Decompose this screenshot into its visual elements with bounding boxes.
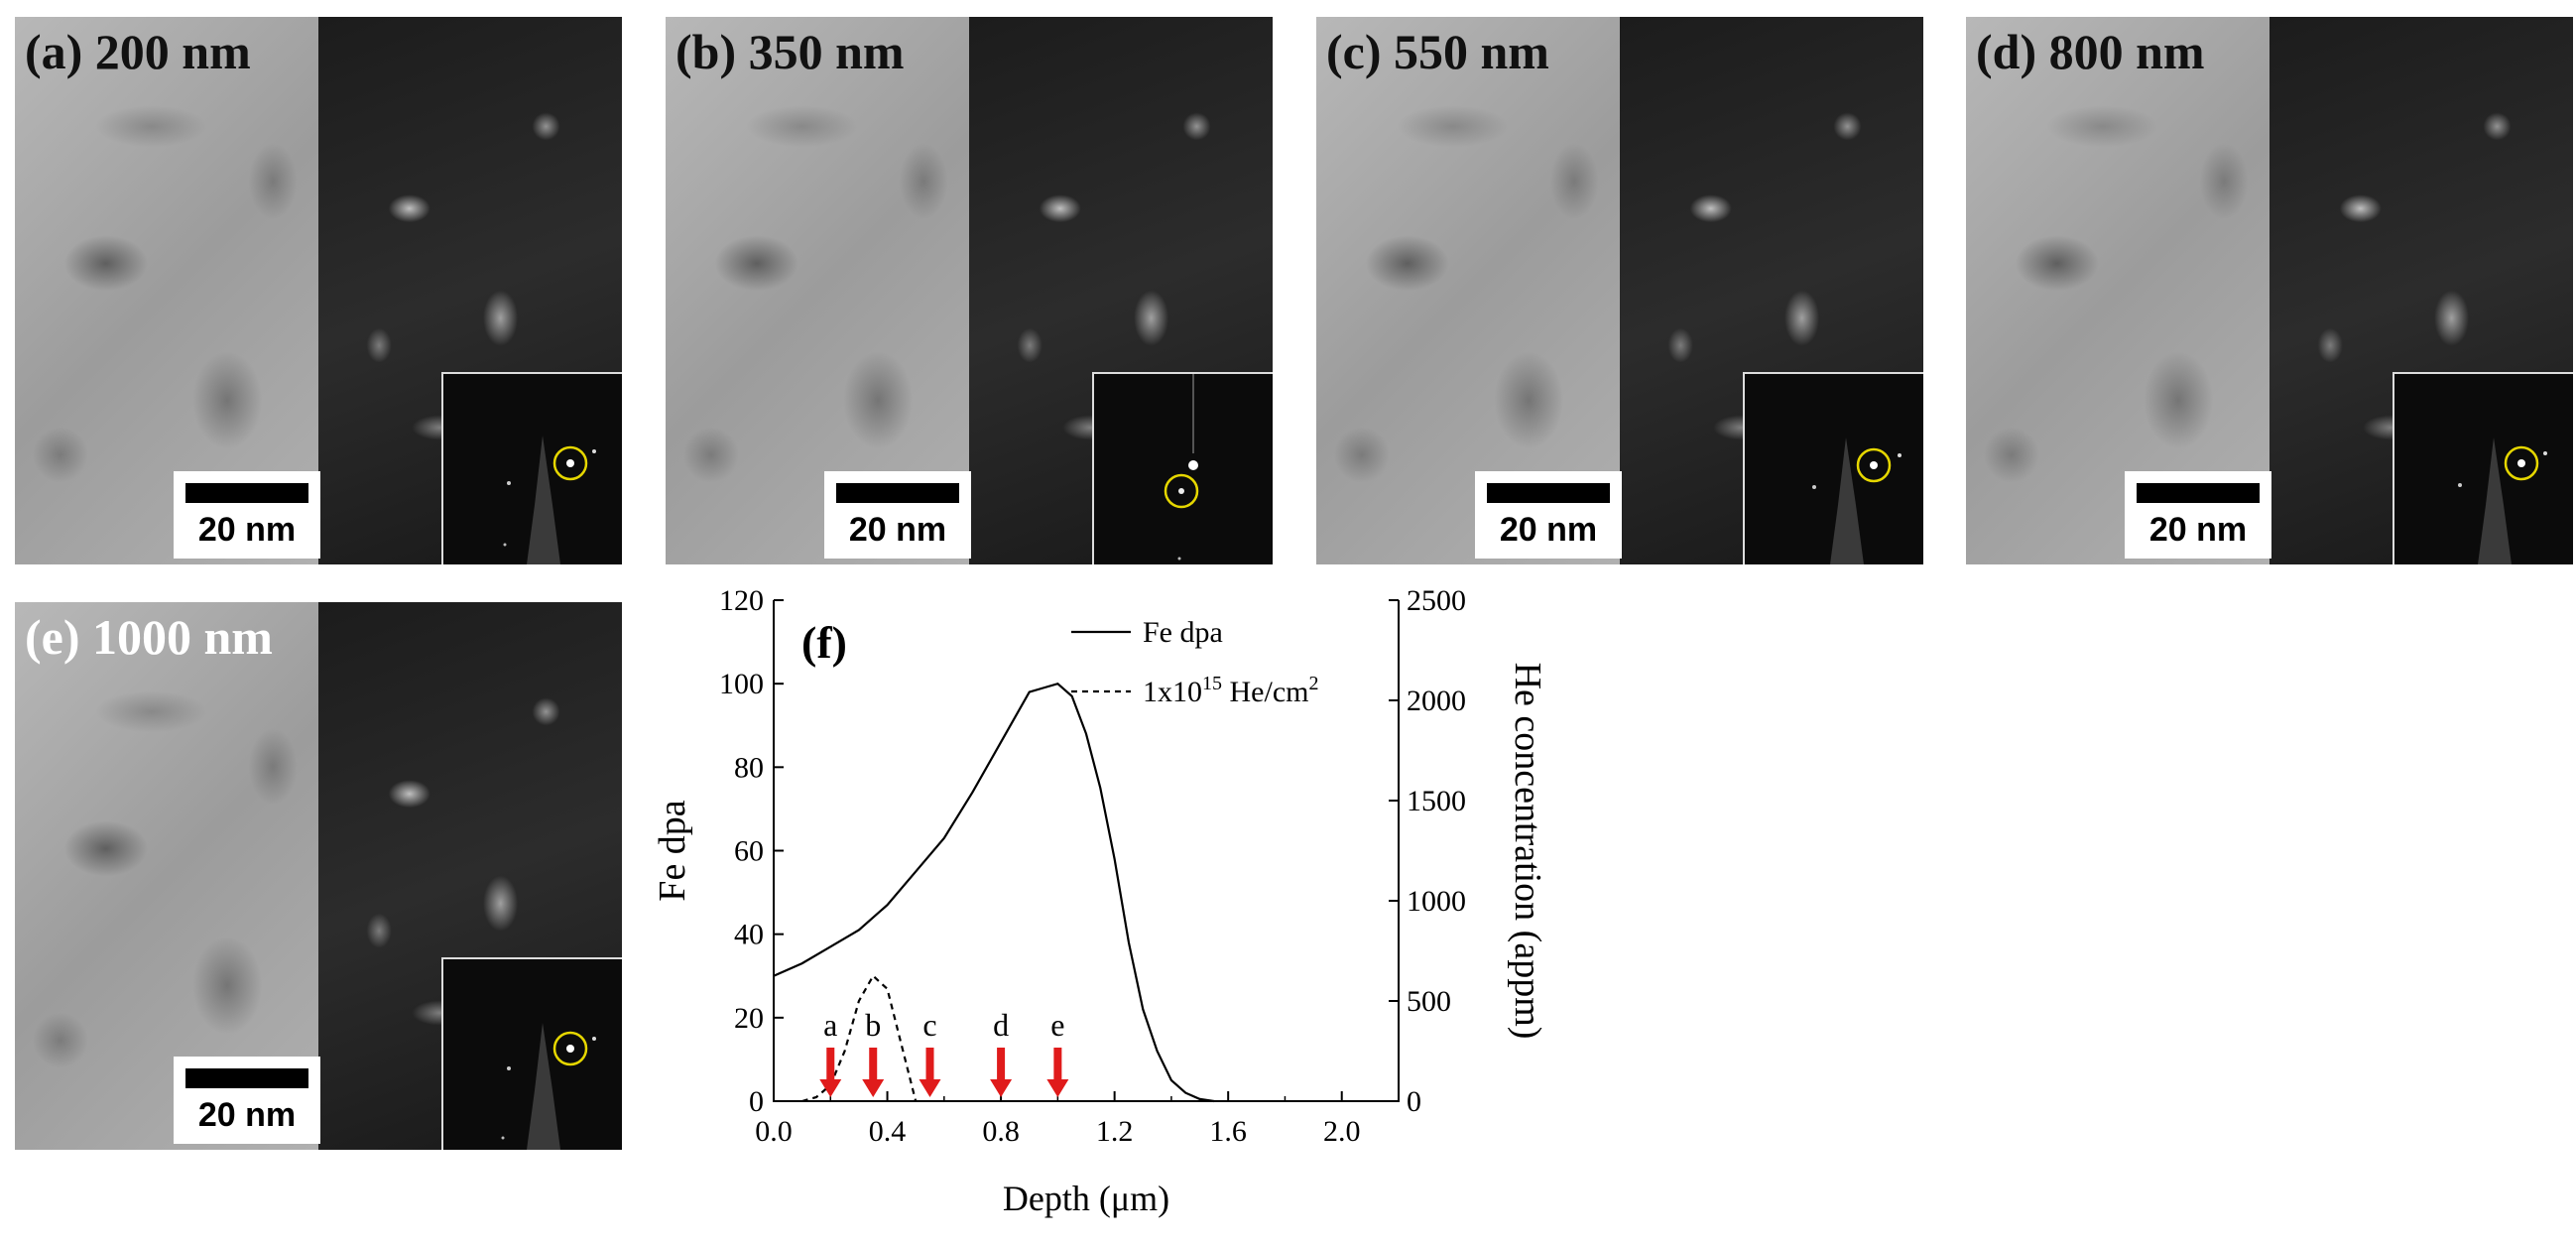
x-tick-label: 0.0 — [755, 1115, 793, 1148]
depth-marker-label: a — [823, 1007, 837, 1043]
y-left-tick-label: 0 — [749, 1085, 764, 1118]
depth-profile-chart: 0.0 0.4 0.8 1.2 1.6 2.0 0 20 40 60 80 100 120 0 500 100… — [652, 585, 1548, 1218]
diffraction-pattern-inset — [441, 372, 622, 564]
panel-label: (f) — [801, 617, 847, 668]
y-right-axis-label: He concentration (appm) — [1507, 663, 1548, 1040]
panel-label: (b) 350 nm — [675, 24, 905, 79]
y-left-tick-label: 40 — [734, 919, 764, 951]
depth-marker-label: b — [865, 1007, 881, 1043]
tem-panel-a: (a) 200 nm 20 nm — [15, 17, 622, 564]
y-left-tick-label: 60 — [734, 835, 764, 868]
y-left-tick-label: 80 — [734, 751, 764, 784]
panel-label: (e) 1000 nm — [25, 609, 273, 665]
y-right-tick-label: 2500 — [1407, 585, 1466, 617]
panel-label: (d) 800 nm — [1976, 24, 2205, 79]
y-left-axis-label: Fe dpa — [652, 800, 693, 902]
depth-marker-arrow — [819, 1048, 842, 1097]
panel-label: (c) 550 nm — [1326, 24, 1549, 79]
series-fe-dpa — [773, 682, 1215, 1103]
x-tick-label: 1.6 — [1209, 1115, 1247, 1148]
depth-marker-label: e — [1050, 1007, 1064, 1043]
diffraction-pattern-inset — [441, 957, 622, 1150]
x-tick-label: 2.0 — [1323, 1115, 1361, 1148]
scale-bar: 20 nm — [174, 1057, 320, 1144]
depth-marker-arrow — [1046, 1048, 1069, 1097]
y-right-tick-label: 500 — [1407, 985, 1451, 1018]
y-right-tick-label: 2000 — [1407, 685, 1466, 717]
x-tick-label: 0.8 — [982, 1115, 1020, 1148]
diffraction-pattern-inset — [1092, 372, 1273, 564]
depth-marker-arrow — [862, 1048, 885, 1097]
y-left-tick-label: 20 — [734, 1002, 764, 1035]
diffraction-pattern-inset — [1743, 372, 1923, 564]
scale-bar: 20 nm — [2125, 471, 2271, 559]
depth-marker-arrow — [919, 1048, 941, 1097]
panel-label: (a) 200 nm — [25, 24, 251, 79]
tem-panel-c: (c) 550 nm 20 nm — [1316, 17, 1923, 564]
tem-panel-e: (e) 1000 nm 20 nm — [15, 602, 622, 1150]
series-he-concentration — [801, 974, 918, 1103]
y-left-tick-label: 100 — [719, 668, 764, 700]
scale-bar: 20 nm — [1475, 471, 1622, 559]
diffraction-pattern-inset — [2392, 372, 2573, 564]
y-right-tick-label: 1500 — [1407, 785, 1466, 817]
y-right-tick-label: 1000 — [1407, 885, 1466, 918]
depth-marker-label: c — [922, 1007, 936, 1043]
x-tick-label: 1.2 — [1096, 1115, 1134, 1148]
y-right-tick-label: 0 — [1407, 1085, 1421, 1118]
scale-bar: 20 nm — [824, 471, 971, 559]
legend-entry-fe-dpa: Fe dpa — [1143, 616, 1223, 649]
legend-entry-he: 1x1015 He/cm2 — [1143, 673, 1318, 708]
depth-marker-arrow — [990, 1048, 1013, 1097]
scale-bar: 20 nm — [174, 471, 320, 559]
tem-panel-b: (b) 350 nm 20 nm — [666, 17, 1273, 564]
x-axis-label: Depth (μm) — [1003, 1179, 1169, 1218]
x-tick-label: 0.4 — [869, 1115, 907, 1148]
tem-panel-d: (d) 800 nm 20 nm — [1966, 17, 2573, 564]
depth-marker-label: d — [993, 1007, 1009, 1043]
y-left-tick-label: 120 — [719, 585, 764, 617]
